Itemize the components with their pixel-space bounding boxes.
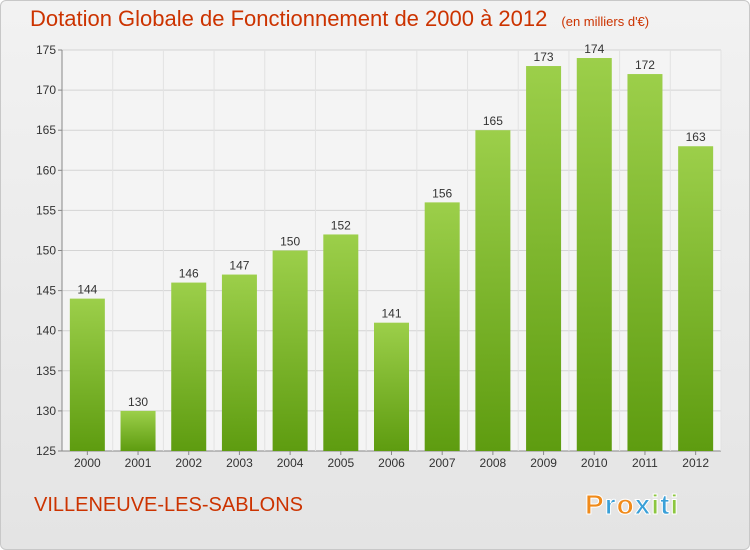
bar-2006 xyxy=(374,322,409,451)
y-tick-label: 175 xyxy=(36,43,56,57)
logo-letter: r xyxy=(605,489,617,520)
x-tick-label-2011: 2011 xyxy=(632,456,658,470)
bar-2000 xyxy=(69,298,105,451)
logo-letter: t xyxy=(660,489,670,520)
y-tick-label: 170 xyxy=(36,83,56,97)
data-label-2012: 163 xyxy=(686,130,706,144)
y-tick-label: 125 xyxy=(36,444,56,458)
y-tick-label: 130 xyxy=(36,404,56,418)
data-label-2002: 146 xyxy=(179,267,199,281)
y-tick-label: 135 xyxy=(36,364,56,378)
data-label-2007: 156 xyxy=(432,186,452,200)
logo-letter: x xyxy=(635,489,652,520)
data-label-2004: 150 xyxy=(280,235,300,249)
y-tick-label: 140 xyxy=(36,324,56,338)
proxiti-logo: Proxiti xyxy=(583,488,703,522)
bar-2012 xyxy=(678,146,714,452)
x-tick-label-2007: 2007 xyxy=(429,456,456,470)
data-label-2008: 165 xyxy=(483,114,503,128)
y-tick-label: 145 xyxy=(36,284,56,298)
y-tick-label: 155 xyxy=(36,203,56,217)
bar-2003 xyxy=(221,274,257,451)
x-tick-label-2009: 2009 xyxy=(530,456,557,470)
data-label-2005: 152 xyxy=(331,218,351,232)
bar-2008 xyxy=(475,130,511,451)
data-label-2001: 130 xyxy=(128,395,148,409)
x-tick-label-2003: 2003 xyxy=(226,456,253,470)
bar-2010 xyxy=(576,58,612,452)
bar-2002 xyxy=(171,282,207,451)
x-tick-label-2010: 2010 xyxy=(581,456,608,470)
y-tick-label: 160 xyxy=(36,163,56,177)
logo-letter: i xyxy=(670,489,679,520)
data-label-2011: 172 xyxy=(635,58,655,72)
x-tick-label-2005: 2005 xyxy=(327,456,354,470)
bar-2005 xyxy=(323,234,359,451)
chart-title-text: Dotation Globale de Fonctionnement de 20… xyxy=(30,6,548,31)
bar-2004 xyxy=(272,250,308,451)
x-tick-label-2000: 2000 xyxy=(74,456,101,470)
x-tick-label-2012: 2012 xyxy=(682,456,709,470)
data-label-2010: 174 xyxy=(584,42,604,56)
proxiti-logo-text: Proxiti xyxy=(585,489,679,520)
logo-letter: i xyxy=(651,489,660,520)
chart-unit-label: (en milliers d'€) xyxy=(561,14,650,29)
y-tick-label: 150 xyxy=(36,244,56,258)
chart-title: Dotation Globale de Fonctionnement de 20… xyxy=(30,6,649,32)
data-label-2009: 173 xyxy=(534,50,554,64)
x-tick-label-2006: 2006 xyxy=(378,456,405,470)
data-label-2006: 141 xyxy=(381,307,401,321)
bar-2001 xyxy=(120,410,156,451)
bar-2007 xyxy=(424,202,460,451)
x-tick-label-2008: 2008 xyxy=(480,456,507,470)
commune-name: VILLENEUVE-LES-SABLONS xyxy=(34,494,303,516)
data-label-2000: 144 xyxy=(77,283,97,297)
x-tick-label-2002: 2002 xyxy=(175,456,202,470)
x-tick-label-2001: 2001 xyxy=(125,456,152,470)
logo-letter: o xyxy=(617,489,635,520)
data-label-2003: 147 xyxy=(229,259,249,273)
bar-2011 xyxy=(627,74,663,451)
logo-letter: P xyxy=(585,489,605,520)
proxiti-logo-wordmark: Proxiti xyxy=(585,489,679,521)
bar-2009 xyxy=(526,66,562,451)
y-tick-label: 165 xyxy=(36,123,56,137)
x-tick-label-2004: 2004 xyxy=(277,456,304,470)
